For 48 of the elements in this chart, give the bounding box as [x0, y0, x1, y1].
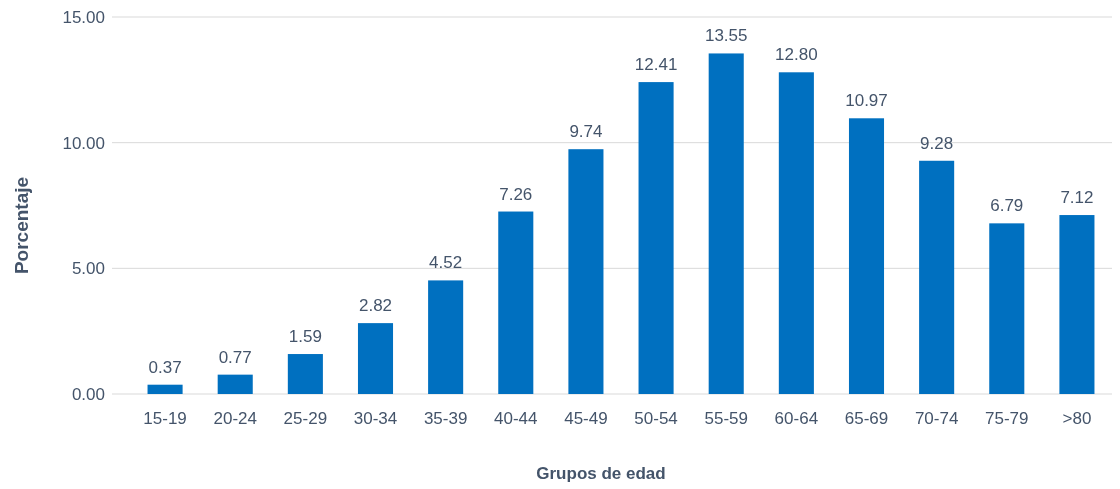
- x-tick-label: 35-39: [423, 409, 468, 428]
- data-label: 12.41: [634, 55, 678, 75]
- bar: [217, 374, 253, 394]
- x-tick-label: 45-49: [564, 409, 608, 428]
- y-axis-title: Porcentaje: [11, 176, 32, 275]
- data-label: 9.28: [920, 133, 954, 153]
- data-label: 13.55: [704, 26, 748, 46]
- x-tick-label: 75-79: [985, 409, 1029, 428]
- y-tick-label: 10.00: [62, 133, 105, 153]
- data-label: 7.26: [499, 184, 533, 204]
- x-tick-label: 30-34: [353, 409, 398, 428]
- x-tick-label: 20-24: [213, 409, 257, 428]
- x-tick-label: 25-29: [283, 409, 328, 428]
- x-tick-label: 15-19: [143, 409, 187, 428]
- data-label: 9.74: [569, 122, 603, 142]
- x-tick-label: 60-64: [774, 409, 819, 428]
- bar: [357, 323, 394, 394]
- data-label: 12.80: [775, 45, 818, 65]
- y-tick-label: 15.00: [62, 7, 105, 27]
- data-label: 7.12: [1060, 188, 1094, 208]
- data-label: 2.82: [358, 296, 393, 316]
- data-label: 1.59: [288, 327, 322, 347]
- bar: [287, 354, 323, 394]
- bar: [848, 118, 885, 394]
- data-label: 4.52: [429, 253, 463, 273]
- x-axis-title: Grupos de edad: [536, 464, 666, 483]
- bar: [638, 82, 674, 394]
- data-label: 0.37: [148, 357, 182, 377]
- data-label: 10.97: [845, 91, 888, 111]
- x-tick-label: 70-74: [914, 409, 959, 428]
- bar: [568, 149, 604, 394]
- bar: [919, 160, 955, 394]
- bar: [428, 280, 464, 394]
- y-tick-label: 0.00: [71, 384, 105, 404]
- y-tick-label: 5.00: [71, 259, 105, 279]
- x-tick-label: 50-54: [634, 409, 678, 428]
- bar: [708, 53, 744, 394]
- x-tick-label: 55-59: [704, 409, 748, 428]
- bar: [989, 223, 1025, 394]
- data-label: 6.79: [990, 196, 1024, 216]
- x-tick-label: 65-69: [844, 409, 889, 428]
- bar: [498, 211, 534, 394]
- x-tick-label: >80: [1062, 409, 1092, 428]
- data-label: 0.77: [218, 347, 252, 367]
- bar: [1059, 215, 1095, 394]
- x-tick-label: 40-44: [494, 409, 538, 428]
- bar: [147, 384, 183, 394]
- bar: [778, 72, 814, 394]
